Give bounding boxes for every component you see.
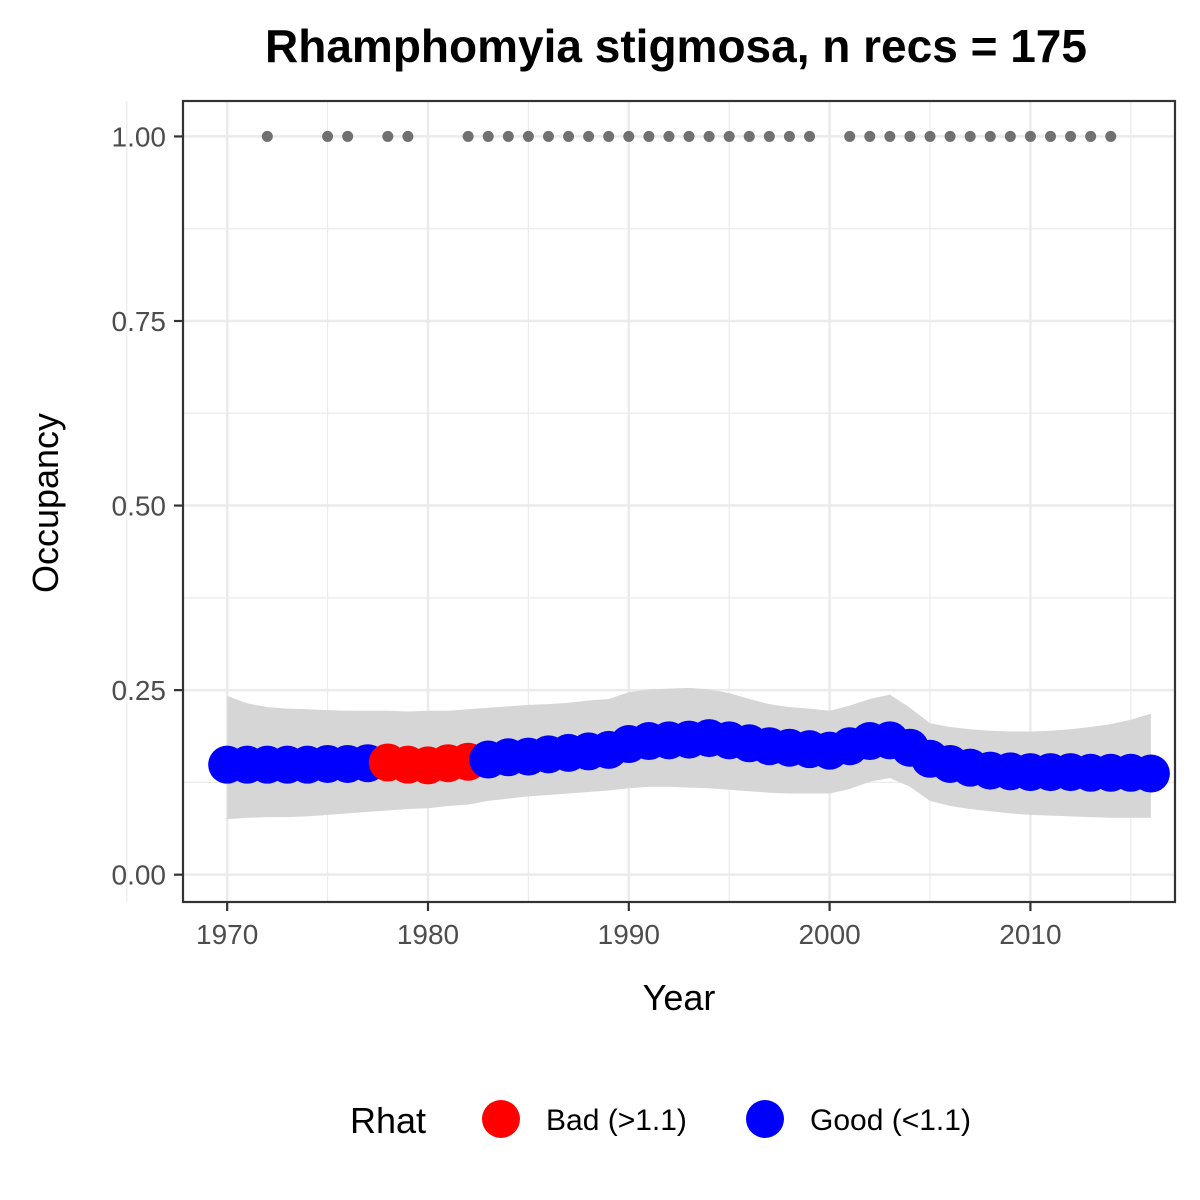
legend-key-good	[746, 1100, 784, 1138]
record-point	[643, 130, 655, 142]
record-point	[723, 130, 735, 142]
record-point	[964, 130, 976, 142]
record-point	[763, 130, 775, 142]
x-tick-label: 1990	[598, 919, 660, 950]
record-point	[663, 130, 675, 142]
record-point	[603, 130, 615, 142]
record-point	[783, 130, 795, 142]
occupancy-point-2016	[1131, 754, 1170, 793]
record-point	[1024, 130, 1036, 142]
record-point	[261, 130, 273, 142]
record-point	[563, 130, 575, 142]
record-point	[1044, 130, 1056, 142]
record-point	[984, 130, 996, 142]
y-axis-title: Occupancy	[25, 413, 66, 593]
record-point	[1004, 130, 1016, 142]
record-point	[1065, 130, 1077, 142]
record-point	[542, 130, 554, 142]
record-point	[402, 130, 414, 142]
record-point	[944, 130, 956, 142]
record-point	[583, 130, 595, 142]
record-point	[703, 130, 715, 142]
panel-border	[181, 99, 1177, 904]
record-point	[382, 130, 394, 142]
record-point	[623, 130, 635, 142]
record-point	[683, 130, 695, 142]
y-tick-label: 1.00	[112, 121, 167, 152]
y-tick-label: 0.25	[112, 675, 167, 706]
legend-key-bad	[482, 1100, 520, 1138]
legend-label-good: Good (<1.1)	[810, 1104, 971, 1137]
x-axis-title: Year	[643, 977, 716, 1018]
record-point	[844, 130, 856, 142]
record-point	[924, 130, 936, 142]
chart-title: Rhamphomyia stigmosa, n recs = 175	[265, 20, 1087, 72]
x-tick-label: 1980	[397, 919, 459, 950]
record-point	[522, 130, 534, 142]
record-point	[804, 130, 816, 142]
y-tick-label: 0.75	[112, 306, 167, 337]
record-point	[904, 130, 916, 142]
record-point	[743, 130, 755, 142]
y-tick-label: 0.50	[112, 491, 167, 522]
legend: Rhat Bad (>1.1) Good (<1.1)	[350, 1100, 971, 1141]
record-point	[462, 130, 474, 142]
record-point	[322, 130, 334, 142]
record-point	[1085, 130, 1097, 142]
record-point	[342, 130, 354, 142]
record-point	[502, 130, 514, 142]
x-tick-label: 2010	[999, 919, 1061, 950]
legend-label-bad: Bad (>1.1)	[546, 1104, 687, 1137]
record-point	[884, 130, 896, 142]
x-tick-label: 2000	[798, 919, 860, 950]
x-tick-label: 1970	[196, 919, 258, 950]
record-point	[1105, 130, 1117, 142]
record-point	[482, 130, 494, 142]
y-tick-label: 0.00	[112, 860, 167, 891]
record-point	[864, 130, 876, 142]
plot-panel	[126, 99, 1177, 904]
legend-title: Rhat	[350, 1100, 426, 1141]
